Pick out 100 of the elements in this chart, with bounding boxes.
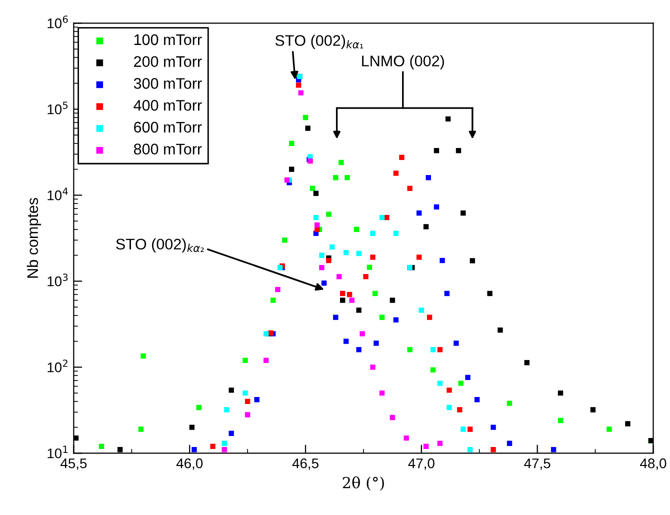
point <box>228 430 234 436</box>
x-tick-label: 45,5 <box>60 458 87 470</box>
point <box>446 404 452 410</box>
y-tick-label: 10$^{6}$ <box>48 16 68 28</box>
point <box>224 407 230 412</box>
point <box>426 175 431 180</box>
point <box>302 114 308 120</box>
point <box>470 258 476 264</box>
y-tick-label: 10$^{3}$ <box>48 274 68 286</box>
legend-label: 600 mTorr <box>134 122 202 133</box>
point <box>440 258 445 264</box>
annotation: LNMO (002) <box>362 55 444 70</box>
point <box>192 447 197 452</box>
legend-label: 300 mTorr <box>134 78 202 89</box>
point <box>228 388 234 393</box>
point <box>210 444 216 449</box>
point <box>445 116 451 122</box>
y-axis-title: Nb comptes <box>26 198 42 278</box>
point <box>333 175 338 180</box>
point <box>366 264 372 270</box>
point <box>360 331 365 336</box>
point <box>340 298 346 303</box>
point <box>430 367 436 373</box>
point <box>336 274 342 280</box>
point <box>434 148 440 154</box>
point <box>457 407 462 412</box>
point <box>498 327 503 333</box>
point <box>625 421 630 426</box>
point <box>275 286 280 292</box>
point <box>343 338 349 344</box>
point <box>244 398 250 404</box>
point <box>407 347 412 352</box>
point <box>370 364 376 370</box>
point <box>590 407 596 412</box>
point <box>465 374 470 380</box>
y-tick-label: 10$^{5}$ <box>48 102 68 114</box>
point <box>333 314 338 320</box>
point <box>390 414 396 420</box>
point <box>313 190 319 196</box>
point <box>550 447 556 452</box>
point <box>319 264 324 270</box>
point <box>418 308 424 313</box>
point <box>356 308 362 313</box>
point <box>458 380 464 386</box>
point <box>430 347 436 352</box>
point <box>321 280 327 286</box>
point <box>138 426 144 432</box>
point <box>264 331 269 336</box>
point <box>310 186 316 191</box>
point <box>314 222 320 228</box>
point <box>379 214 385 220</box>
annotation: STO (002)$_{kα₁}$ <box>275 34 364 49</box>
point <box>343 250 349 256</box>
point <box>354 226 360 232</box>
point <box>338 160 344 166</box>
point <box>98 444 104 449</box>
point <box>468 447 473 452</box>
point <box>289 140 294 146</box>
y-tick-label: 10$^{2}$ <box>48 360 68 372</box>
point <box>437 380 443 386</box>
point <box>437 347 443 352</box>
point <box>270 298 276 303</box>
point <box>399 154 404 160</box>
point <box>490 424 496 430</box>
point <box>254 397 260 402</box>
point <box>393 317 399 322</box>
point <box>330 244 335 250</box>
legend-label: 400 mTorr <box>134 100 202 111</box>
legend-label: 200 mTorr <box>134 56 202 67</box>
point <box>305 126 310 131</box>
point <box>222 447 227 452</box>
point <box>363 274 368 280</box>
point <box>356 250 362 256</box>
point <box>282 238 288 243</box>
point <box>487 290 492 296</box>
point <box>390 298 396 303</box>
point <box>423 444 429 449</box>
point <box>326 258 332 264</box>
x-tick-label: 46,5 <box>292 458 318 470</box>
y-tick-label: 10$^{1}$ <box>48 446 68 458</box>
point <box>490 447 496 452</box>
point <box>384 214 390 220</box>
point <box>506 440 512 446</box>
point <box>379 314 385 320</box>
point <box>558 418 564 424</box>
point <box>370 230 376 236</box>
point <box>244 412 250 418</box>
y-tick-label: 10$^{4}$ <box>48 188 68 200</box>
point <box>434 204 440 210</box>
x-tick-label: 48,0 <box>640 458 666 470</box>
point <box>326 212 332 217</box>
point <box>346 292 352 298</box>
x-tick-label: 46,0 <box>176 458 203 470</box>
point <box>264 358 269 363</box>
x-tick-label: 47,5 <box>524 458 550 470</box>
point <box>277 264 283 270</box>
annotation: STO (002)$_{kα₂}$ <box>116 238 204 253</box>
point <box>374 340 379 346</box>
point <box>356 347 362 352</box>
point <box>606 426 612 432</box>
